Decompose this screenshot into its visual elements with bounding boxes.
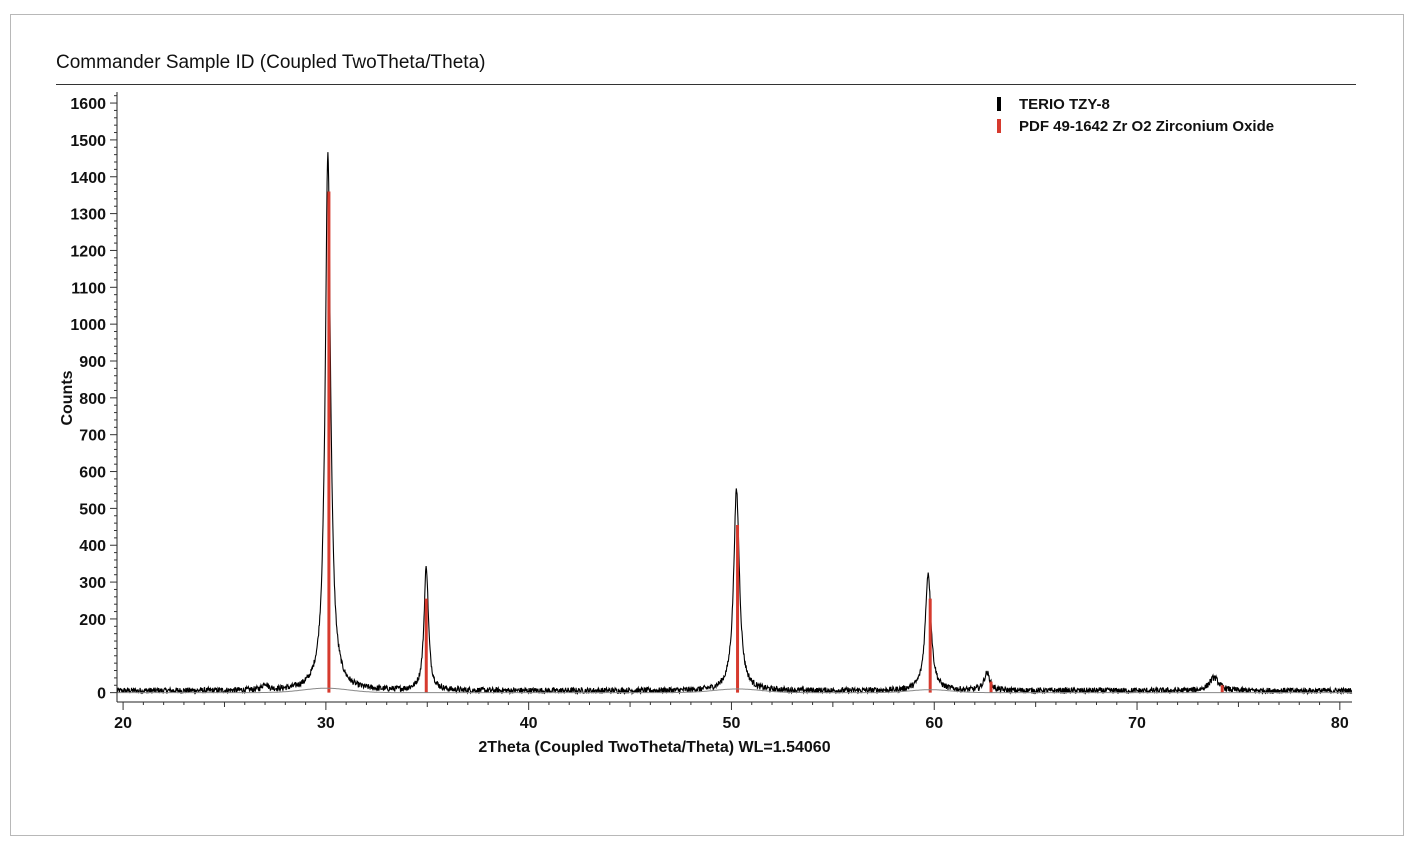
x-tick-label: 40	[520, 715, 538, 732]
y-tick-label: 1500	[70, 133, 106, 150]
x-axis: 20 30 40 50 60 70 80	[114, 701, 1352, 732]
y-tick-label: 0	[97, 686, 106, 703]
legend-label: TERIO TZY-8	[1019, 96, 1110, 113]
legend: TERIO TZY-8 PDF 49-1642 Zr O2 Zirconium O…	[997, 96, 1274, 135]
legend-swatch	[997, 97, 1001, 111]
y-tick-label: 1600	[70, 96, 106, 113]
y-tick-label: 400	[79, 538, 106, 555]
x-tick-label: 50	[723, 715, 741, 732]
y-tick-label: 600	[79, 465, 106, 482]
y-tick-label: 1000	[70, 317, 106, 334]
x-tick-label: 30	[317, 715, 335, 732]
y-tick-label: 900	[79, 354, 106, 371]
chart-title: Commander Sample ID (Coupled TwoTheta/Th…	[56, 52, 486, 73]
x-tick-label: 60	[925, 715, 943, 732]
diffraction-pattern	[116, 152, 1353, 696]
plot-area	[116, 152, 1353, 696]
legend-swatch	[997, 119, 1001, 133]
y-tick-label: 500	[79, 501, 106, 518]
y-tick-label: 700	[79, 428, 106, 445]
chart-frame	[10, 14, 1404, 836]
y-tick-label: 800	[79, 391, 106, 408]
x-tick-label: 80	[1331, 715, 1349, 732]
x-axis-label: 2Theta (Coupled TwoTheta/Theta) WL=1.540…	[478, 739, 830, 756]
y-tick-label: 300	[79, 575, 106, 592]
legend-label: PDF 49-1642 Zr O2 Zirconium Oxide	[1019, 118, 1274, 135]
x-tick-label: 70	[1128, 715, 1146, 732]
y-axis-label: Counts	[59, 370, 76, 425]
title-rule	[56, 84, 1356, 85]
y-tick-label: 1400	[70, 170, 106, 187]
y-tick-label: 200	[79, 612, 106, 629]
y-tick-label: 1100	[71, 280, 106, 297]
y-tick-label: 1200	[70, 243, 106, 260]
x-tick-label: 20	[114, 715, 132, 732]
y-tick-label: 1300	[70, 207, 106, 224]
background-curve	[117, 687, 1352, 694]
y-axis: 0 200 300 400 500 600 700 800 900 1000 1100 1200 130…	[70, 92, 118, 703]
